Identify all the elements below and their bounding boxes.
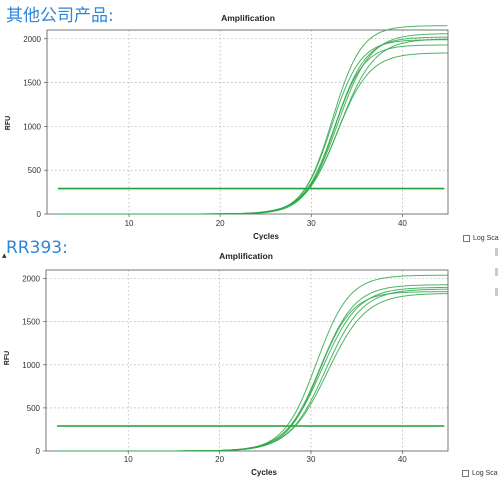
x-tick-label: 30: [307, 455, 316, 464]
bullet-mark: ▴: [2, 250, 7, 260]
x-tick-label: 40: [398, 455, 407, 464]
scrollbar-marker: [495, 268, 498, 276]
x-tick-label: 20: [216, 219, 225, 228]
amplification-chart-bottom: Amplification RFU Cycles 10 20 30 40 0 500 100…: [4, 251, 449, 477]
checkbox-icon[interactable]: [463, 235, 470, 242]
log-scale-label: Log Sca: [473, 235, 499, 242]
series-line-7: [57, 52, 448, 215]
x-axis-label: Cycles: [251, 468, 277, 477]
y-tick-label: 2000: [22, 275, 40, 284]
chart-title: Amplification: [219, 251, 273, 261]
plot-frame: [46, 29, 449, 215]
panel-heading-bottom: RR393:: [6, 238, 68, 258]
y-tick-label: 0: [37, 210, 42, 219]
y-tick-label: 2000: [23, 35, 41, 44]
x-tick-label: 20: [215, 455, 224, 464]
scrollbar-marker: [495, 248, 498, 256]
y-tick-label: 1000: [22, 361, 40, 370]
y-tick-label: 1000: [23, 122, 41, 131]
chart-title: Amplification: [221, 13, 275, 23]
x-tick-label: 10: [125, 219, 134, 228]
y-tick-label: 500: [28, 166, 42, 175]
x-tick-label: 40: [398, 219, 407, 228]
y-axis-label: RFU: [5, 116, 12, 130]
y-axis-label: RFU: [4, 351, 11, 365]
series-line-1: [57, 25, 448, 215]
series-line-4: [57, 33, 448, 215]
log-scale-checkbox-bottom[interactable]: Log Sca: [462, 470, 500, 477]
y-tick-label: 1500: [22, 318, 40, 327]
checkbox-icon[interactable]: [462, 470, 469, 477]
y-tick-label: 1500: [23, 79, 41, 88]
scrollbar-marker: [495, 288, 498, 296]
x-tick-label: 30: [307, 219, 316, 228]
x-tick-label: 10: [124, 455, 133, 464]
amplification-chart-top: Amplification RFU Cycles 10 20 30 40 0 500 100…: [5, 13, 449, 240]
series-line-2: [57, 36, 448, 215]
series-line-5: [56, 291, 448, 452]
series-line-6: [56, 293, 448, 452]
panel-heading-top: 其他公司产品:: [6, 6, 114, 26]
log-scale-checkbox-top[interactable]: Log Sca: [463, 235, 500, 242]
y-tick-label: 500: [27, 404, 41, 413]
y-tick-label: 0: [36, 447, 41, 456]
plot-frame: [45, 269, 449, 452]
series-line-1: [56, 274, 448, 452]
x-axis-label: Cycles: [253, 232, 279, 240]
log-scale-label: Log Sca: [472, 470, 498, 477]
